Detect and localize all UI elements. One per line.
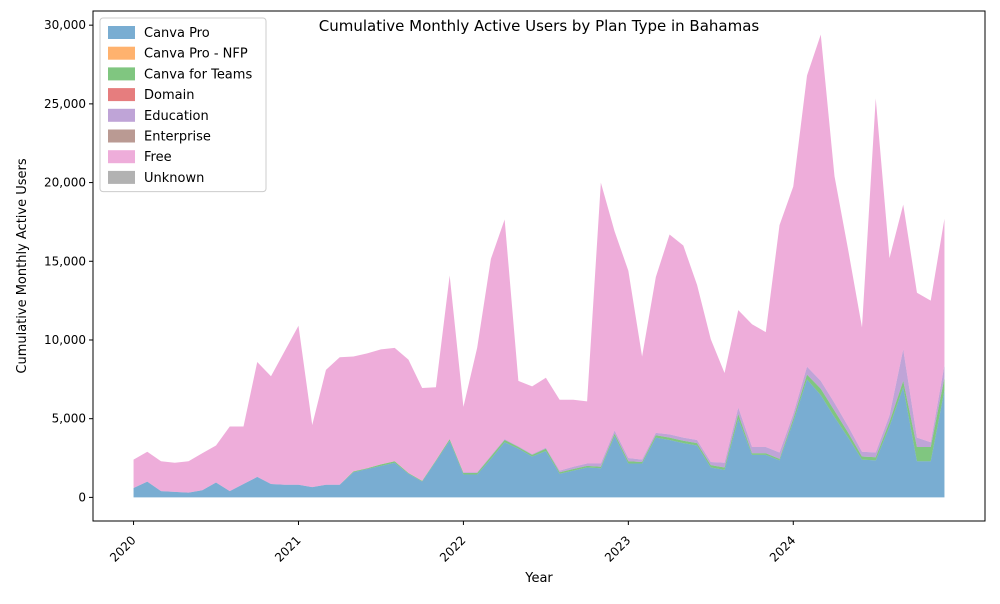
x-axis-label: Year xyxy=(524,571,553,586)
legend-label: Canva for Teams xyxy=(144,67,252,82)
legend: Canva Pro Canva Pro - NFP Canva for Teams D… xyxy=(99,17,267,193)
chart-title: Cumulative Monthly Active Users by Plan … xyxy=(319,17,760,35)
legend-label: Canva Pro - NFP xyxy=(144,47,248,62)
y-tick-label: 25,000 xyxy=(44,97,86,111)
legend-label: Canva Pro xyxy=(144,26,210,41)
y-axis: 0 5,000 10,000 15,000 20,000 25,000 30,000 xyxy=(44,18,93,504)
legend-label: Free xyxy=(144,150,172,165)
area-series-canva-pro xyxy=(133,379,945,498)
y-tick-label: 15,000 xyxy=(44,254,86,268)
legend-swatch xyxy=(108,129,135,143)
legend-swatch xyxy=(108,150,135,164)
area-series-free xyxy=(133,34,945,493)
y-tick-label: 0 xyxy=(78,490,86,504)
legend-swatch xyxy=(108,108,135,122)
legend-swatch xyxy=(108,170,135,184)
legend-label: Enterprise xyxy=(144,130,211,145)
y-axis-label: Cumulative Monthly Active Users xyxy=(15,158,30,373)
y-tick-label: 10,000 xyxy=(44,333,86,347)
legend-swatch xyxy=(108,46,135,60)
legend-label: Education xyxy=(144,109,209,124)
y-tick-label: 30,000 xyxy=(44,18,86,32)
legend-label: Domain xyxy=(144,88,194,103)
y-tick-label: 5,000 xyxy=(52,412,86,426)
y-tick-label: 20,000 xyxy=(44,176,86,190)
legend-box xyxy=(99,17,267,193)
area-series-group xyxy=(133,34,945,498)
plot-frame xyxy=(92,10,986,522)
legend-label: Unknown xyxy=(144,171,204,186)
legend-swatch xyxy=(108,67,135,81)
legend-swatch xyxy=(108,88,135,102)
legend-swatch xyxy=(108,26,135,39)
